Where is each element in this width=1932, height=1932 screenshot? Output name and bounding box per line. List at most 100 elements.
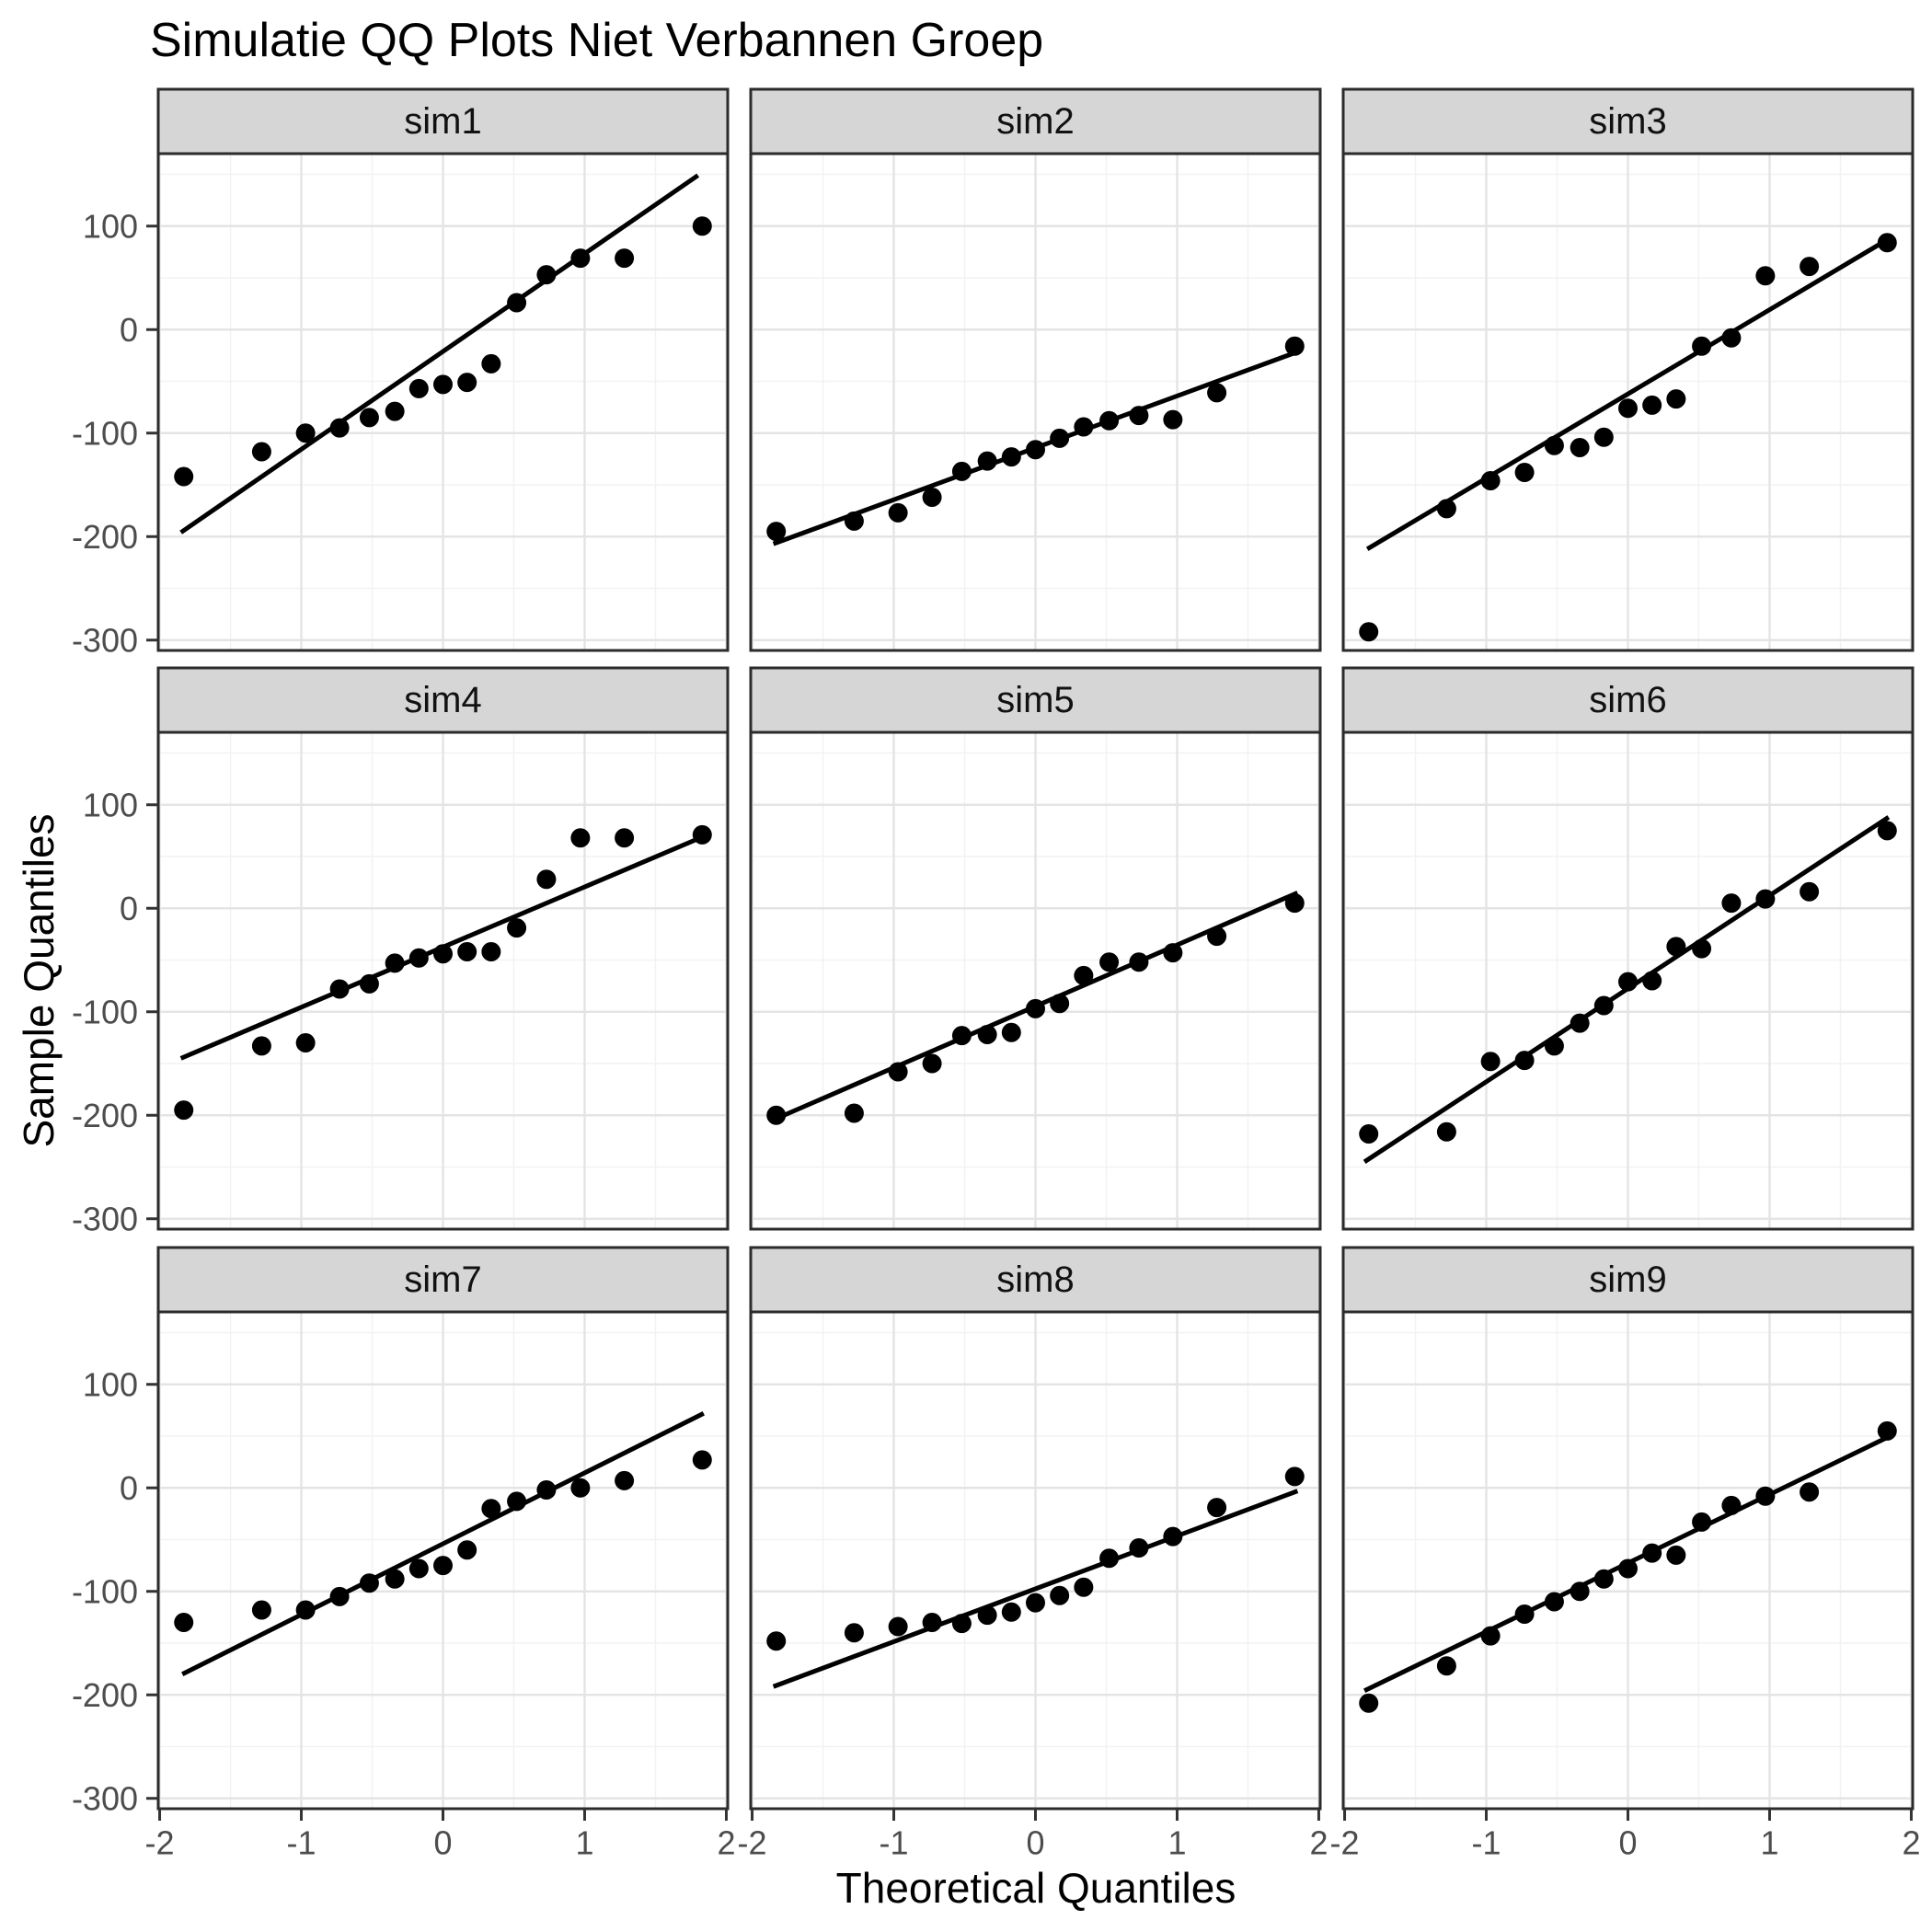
x-tick-label: 1	[1760, 1824, 1778, 1862]
x-tick-label: 0	[433, 1824, 452, 1862]
qq-point	[1618, 972, 1638, 992]
qq-point	[481, 1499, 501, 1519]
qq-point	[1800, 257, 1820, 277]
qq-point	[174, 1613, 194, 1632]
qq-point	[1163, 943, 1183, 963]
qq-point	[1544, 1592, 1564, 1612]
qq-point	[536, 869, 557, 890]
qq-line	[179, 173, 700, 535]
qq-line	[1365, 238, 1888, 551]
qq-point	[1074, 417, 1094, 437]
qq-point	[251, 1600, 271, 1620]
qq-point	[408, 378, 429, 398]
qq-point	[1755, 1486, 1776, 1506]
qq-point	[1721, 328, 1742, 348]
qq-point	[385, 1569, 405, 1589]
facet-panel-sim9: sim9 -2 -1 0 1 2	[1330, 1246, 1920, 1862]
facet-strip-label: sim3	[1589, 101, 1666, 142]
x-tick-label: 2	[1902, 1824, 1920, 1862]
facet-strip-label: sim8	[996, 1259, 1074, 1300]
qq-point	[1480, 1626, 1501, 1646]
qq-point	[385, 953, 405, 973]
qq-point	[481, 942, 501, 961]
qq-point	[1207, 383, 1227, 403]
x-tick-label: -1	[287, 1824, 316, 1862]
qq-point	[1514, 463, 1535, 482]
qq-point	[1514, 1051, 1535, 1071]
qq-point	[507, 918, 527, 938]
qq-point	[174, 466, 194, 487]
qq-point	[1359, 1124, 1379, 1144]
facet-panel-sim8: sim8 -2 -1 0 1 2	[738, 1246, 1328, 1862]
qq-point	[251, 1036, 271, 1056]
facet-strip-label: sim1	[404, 101, 481, 142]
qq-point	[457, 1540, 477, 1560]
facet-strip-label: sim7	[404, 1259, 481, 1300]
qq-point	[1570, 1581, 1590, 1602]
qq-point	[1074, 1577, 1094, 1597]
plot-title: Simulatie QQ Plots Niet Verbannen Groep	[150, 14, 1044, 67]
qq-point	[922, 1613, 942, 1632]
qq-point	[1593, 995, 1614, 1016]
qq-point	[951, 1026, 972, 1046]
y-tick-label: -100	[72, 1572, 138, 1610]
qq-point	[1099, 1548, 1120, 1569]
x-tick-label: -1	[1472, 1824, 1501, 1862]
qq-point	[1618, 398, 1638, 419]
qq-point	[1026, 440, 1045, 460]
qq-point	[329, 979, 350, 999]
facet-strip-label: sim6	[1589, 680, 1666, 720]
qq-point	[1877, 821, 1897, 841]
qq-point	[1207, 1498, 1227, 1518]
qq-point	[251, 442, 271, 462]
qq-point	[1163, 409, 1183, 430]
qq-point	[1642, 1543, 1662, 1563]
qq-point	[295, 423, 316, 443]
qq-point	[1692, 938, 1712, 959]
facet-panel-sim6: sim6	[1341, 666, 1915, 1231]
y-axis-title: Sample Quantiles	[15, 813, 63, 1148]
qq-point	[692, 824, 712, 845]
qq-point	[1544, 1036, 1564, 1056]
qq-point	[1570, 438, 1590, 457]
facet-panel-sim1: sim1 100 0 -100 -200 -300	[72, 87, 730, 659]
qq-point	[507, 293, 527, 313]
x-tick-label: 2	[1309, 1824, 1328, 1862]
qq-point	[1284, 1466, 1305, 1487]
facet-strip-label: sim2	[996, 101, 1074, 142]
facet-strip	[156, 1246, 730, 1314]
x-tick-label: 2	[717, 1824, 735, 1862]
y-tick-label: 100	[83, 786, 138, 823]
qq-point	[1666, 1545, 1686, 1565]
qq-point	[1877, 1420, 1897, 1441]
qq-point	[1026, 1593, 1045, 1613]
qq-point	[1359, 1693, 1379, 1713]
qq-point	[536, 265, 557, 285]
facet-strip	[1341, 87, 1915, 155]
qq-point	[481, 353, 501, 374]
qq-point	[766, 1105, 787, 1125]
qq-point	[888, 1062, 908, 1082]
qq-point	[1436, 1121, 1456, 1142]
qq-point	[922, 1053, 942, 1074]
qq-point	[844, 1623, 864, 1643]
qq-point	[977, 1605, 997, 1626]
qq-point	[433, 1556, 453, 1576]
qq-point	[888, 1616, 908, 1637]
qq-point	[570, 248, 591, 269]
x-tick-label: 0	[1026, 1824, 1044, 1862]
qq-point	[1800, 881, 1820, 902]
facet-strip	[749, 666, 1322, 734]
qq-point	[1359, 622, 1379, 642]
y-tick-label: -300	[72, 1200, 138, 1237]
qq-point	[766, 522, 787, 542]
y-tick-label: -100	[72, 414, 138, 452]
qq-point	[1001, 1602, 1021, 1622]
qq-point	[1666, 389, 1686, 409]
y-tick-label: -200	[72, 1676, 138, 1714]
qq-point	[1129, 952, 1149, 972]
qq-point	[570, 1478, 591, 1498]
x-tick-label: 0	[1618, 1824, 1637, 1862]
qq-point	[408, 1558, 429, 1579]
